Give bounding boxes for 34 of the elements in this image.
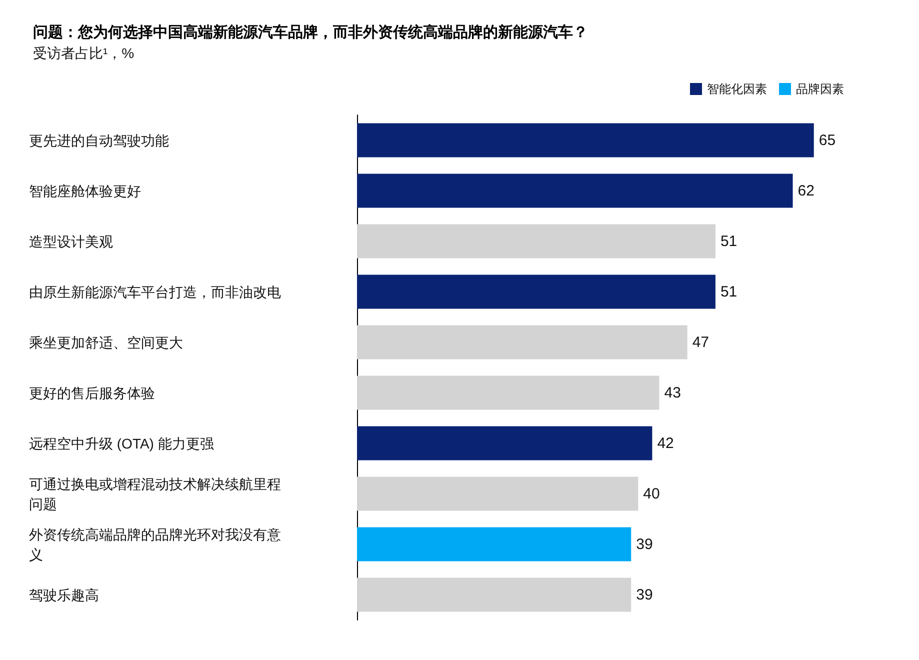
legend-label: 品牌因素	[796, 82, 844, 96]
y-tick-label: 智能座舱体验更好	[29, 182, 141, 199]
bar	[357, 174, 793, 208]
bar	[357, 426, 652, 460]
legend-label: 智能化因素	[707, 82, 767, 96]
bar	[357, 476, 638, 511]
data-label: 51	[720, 283, 738, 300]
data-label: 43	[664, 384, 681, 402]
y-tick-label: 远程空中升级 (OTA) 能力更强	[29, 435, 214, 452]
y-tick-label: 乘坐更加舒适、空间更大	[29, 334, 183, 350]
y-tick-label: 更先进的自动驾驶功能	[29, 132, 169, 148]
bar	[357, 224, 716, 258]
y-tick-label: 可通过换电或增程混动技术解决续航里程问题	[29, 476, 281, 512]
data-label: 65	[818, 132, 836, 149]
data-label: 39	[636, 536, 653, 553]
chart-title: 问题：您为何选择中国高端新能源汽车品牌，而非外资传统高端品牌的新能源汽车？	[33, 23, 588, 41]
text: 受访者占比¹，%	[33, 45, 134, 61]
y-tick-label: 更好的售后服务体验	[29, 384, 155, 401]
y-tick-label: 驾驶乐趣高	[29, 586, 99, 603]
bar	[357, 123, 814, 158]
y-tick-label: 造型设计美观	[29, 233, 113, 250]
data-label: 39	[636, 586, 653, 604]
bar	[357, 325, 688, 360]
bar	[357, 376, 660, 410]
data-label: 42	[657, 434, 674, 452]
data-label: 62	[798, 182, 814, 200]
y-tick-label: 外资传统高端品牌的品牌光环对我没有意义	[29, 526, 281, 562]
data-label: 51	[720, 232, 738, 250]
data-label: 47	[692, 334, 710, 351]
bar	[357, 578, 632, 612]
y-tick-label: 由原生新能源汽车平台打造，而非油改电	[29, 284, 281, 300]
bar	[357, 274, 716, 309]
bar	[357, 527, 632, 562]
data-label: 40	[643, 485, 660, 502]
